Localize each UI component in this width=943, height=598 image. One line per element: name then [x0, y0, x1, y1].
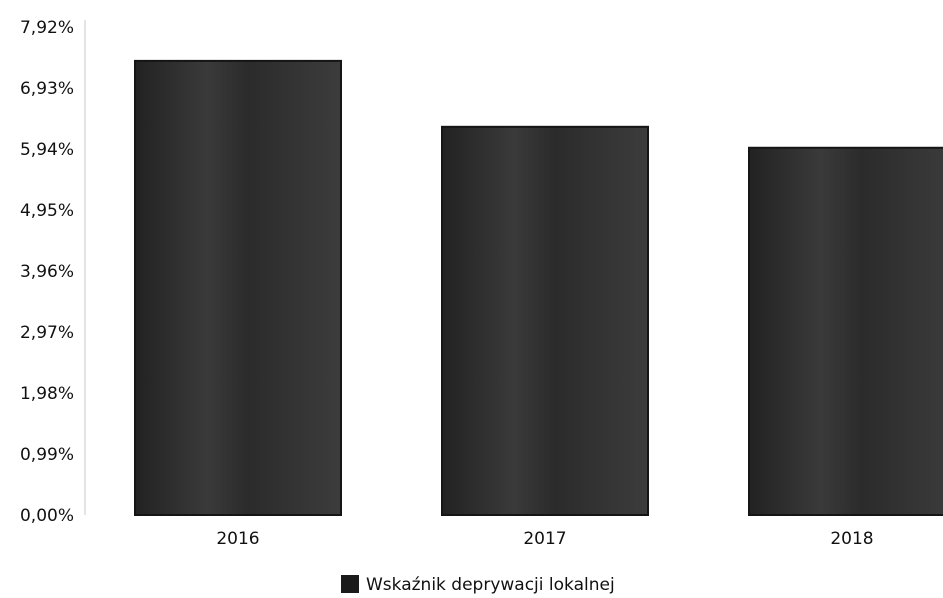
- y-tick-label: 4,95%: [20, 201, 74, 221]
- bars: [134, 59, 943, 517]
- legend: Wskaźnik deprywacji lokalnej: [341, 575, 615, 595]
- legend-label: Wskaźnik deprywacji lokalnej: [366, 575, 615, 595]
- legend-swatch: [341, 575, 359, 593]
- y-tick-label: 0,99%: [20, 445, 74, 465]
- x-axis-labels: 2016 2017 2018: [216, 529, 873, 549]
- y-tick-label: 0,00%: [20, 506, 74, 526]
- y-tick-label: 1,98%: [20, 384, 74, 404]
- y-tick-label: 6,93%: [20, 79, 74, 99]
- x-tick-label: 2016: [216, 529, 259, 549]
- bar-2018: [748, 146, 943, 516]
- bar-2017: [441, 125, 649, 517]
- y-tick-label: 2,97%: [20, 323, 74, 343]
- x-tick-label: 2017: [523, 529, 566, 549]
- y-axis-ticks: 0,00% 0,99% 1,98% 2,97% 3,96% 4,95% 5,94% 6,93%…: [20, 18, 74, 526]
- x-tick-label: 2018: [830, 529, 873, 549]
- y-tick-label: 7,92%: [20, 18, 74, 38]
- y-tick-label: 3,96%: [20, 262, 74, 282]
- bar-2016: [134, 59, 342, 517]
- y-tick-label: 5,94%: [20, 140, 74, 160]
